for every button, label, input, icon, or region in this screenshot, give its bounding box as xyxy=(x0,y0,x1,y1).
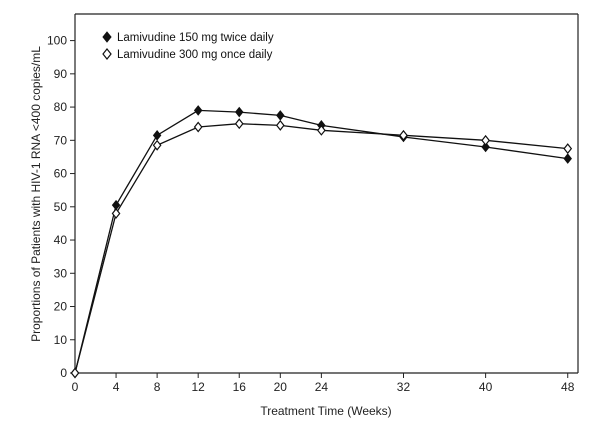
series-1-point-20 xyxy=(276,110,285,121)
legend-label-twice-daily: Lamivudine 150 mg twice daily xyxy=(117,32,274,44)
series-2-point-0 xyxy=(70,367,80,379)
x-axis-title: Treatment Time (Weeks) xyxy=(260,404,391,418)
y-tick-label-60: 60 xyxy=(54,167,68,181)
y-axis-title: Proportions of Patients with HIV-1 RNA <… xyxy=(29,46,43,342)
series-1-point-40 xyxy=(481,141,490,153)
y-tick-label-40: 40 xyxy=(54,233,68,247)
y-tick-label-0: 0 xyxy=(60,366,67,380)
y-axis-ticks: 0 10 20 30 40 50 60 70 80 90 100 xyxy=(47,34,75,380)
x-axis-ticks: 0 4 8 12 16 20 24 32 40 48 xyxy=(72,373,575,394)
series-1-point-48 xyxy=(563,153,572,164)
series-layer xyxy=(70,105,573,379)
x-tick-label-24: 24 xyxy=(315,380,329,394)
x-tick-label-12: 12 xyxy=(192,380,206,394)
y-tick-label-90: 90 xyxy=(54,67,68,81)
series-1-point-8 xyxy=(152,130,162,141)
x-tick-label-48: 48 xyxy=(561,380,575,394)
series-line-1 xyxy=(74,109,568,374)
y-tick-label-50: 50 xyxy=(54,200,68,214)
legend-marker-open-diamond xyxy=(102,48,112,60)
series-1 xyxy=(70,105,572,379)
series-2-point-16 xyxy=(234,118,244,130)
y-tick-label-30: 30 xyxy=(54,266,68,280)
legend: Lamivudine 150 mg twice daily Lamivudine… xyxy=(102,31,274,61)
series-2-point-20 xyxy=(275,119,285,131)
series-2-point-32 xyxy=(399,129,408,141)
series-2-point-8 xyxy=(152,139,162,151)
x-tick-label-16: 16 xyxy=(233,380,247,394)
series-1-point-12 xyxy=(193,105,203,116)
y-tick-label-20: 20 xyxy=(54,300,68,314)
y-tick-label-70: 70 xyxy=(54,133,68,147)
x-tick-label-4: 4 xyxy=(113,380,120,394)
legend-entry-twice-daily: Lamivudine 150 mg twice daily xyxy=(102,31,274,44)
x-tick-label-32: 32 xyxy=(397,380,411,394)
y-tick-label-80: 80 xyxy=(54,100,68,114)
series-line-2 xyxy=(74,123,568,374)
series-2-point-48 xyxy=(563,143,573,155)
legend-entry-once-daily: Lamivudine 300 mg once daily xyxy=(102,48,273,61)
x-tick-label-40: 40 xyxy=(479,380,493,394)
series-2-point-40 xyxy=(481,134,490,146)
x-tick-label-20: 20 xyxy=(274,380,288,394)
x-tick-label-8: 8 xyxy=(154,380,161,394)
legend-label-once-daily: Lamivudine 300 mg once daily xyxy=(117,49,273,61)
y-tick-label-10: 10 xyxy=(54,333,68,347)
series-2-point-24 xyxy=(316,124,326,136)
series-2 xyxy=(70,118,573,379)
series-1-point-16 xyxy=(235,106,244,118)
series-2-point-4 xyxy=(111,207,121,219)
legend-marker-filled-diamond xyxy=(102,31,112,43)
series-2-point-12 xyxy=(193,121,203,133)
y-tick-label-100: 100 xyxy=(47,34,67,48)
x-tick-label-0: 0 xyxy=(72,380,79,394)
